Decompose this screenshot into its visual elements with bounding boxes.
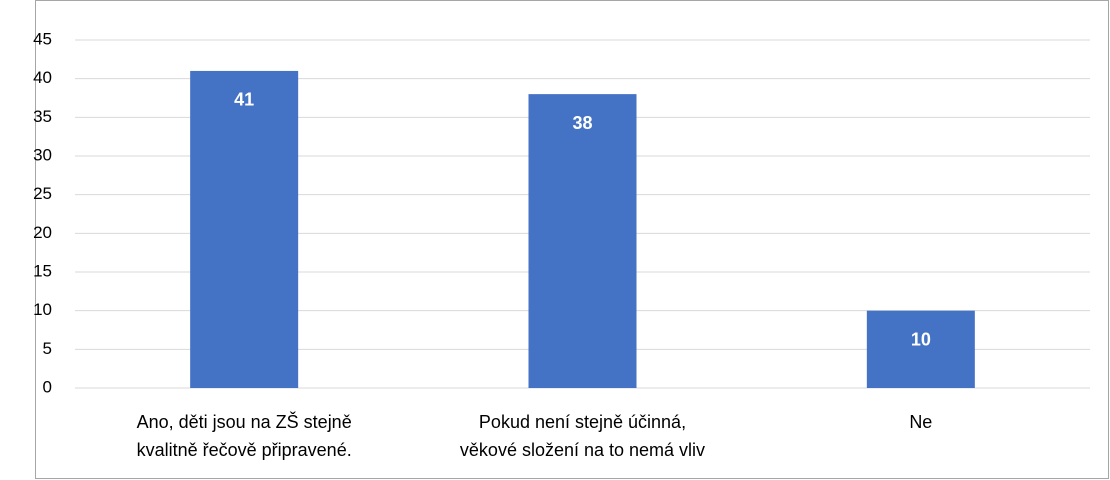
x-tick-label: Ne bbox=[909, 412, 933, 432]
bar bbox=[866, 310, 975, 388]
y-tick-label: 5 bbox=[43, 339, 52, 358]
y-tick-label: 15 bbox=[33, 261, 52, 280]
y-tick-label: 20 bbox=[33, 223, 52, 242]
data-label: 10 bbox=[911, 329, 931, 349]
x-tick-label: Ano, děti jsou na ZŠ stejně kvalitně řeč… bbox=[136, 412, 352, 460]
bar bbox=[528, 94, 637, 388]
y-tick-label: 0 bbox=[43, 377, 52, 396]
y-tick-label: 40 bbox=[33, 68, 52, 87]
y-tick-label: 10 bbox=[33, 300, 52, 319]
y-tick-label: 45 bbox=[33, 29, 52, 48]
y-tick-label: 25 bbox=[33, 184, 52, 203]
data-label: 41 bbox=[234, 90, 254, 110]
bar bbox=[190, 70, 299, 388]
chart-border bbox=[35, 0, 1109, 479]
data-label: 38 bbox=[572, 113, 592, 133]
y-tick-label: 30 bbox=[33, 145, 52, 164]
x-tick-label: Pokud není stejně účinná, věkové složení… bbox=[459, 412, 706, 460]
y-tick-label: 35 bbox=[33, 107, 52, 126]
